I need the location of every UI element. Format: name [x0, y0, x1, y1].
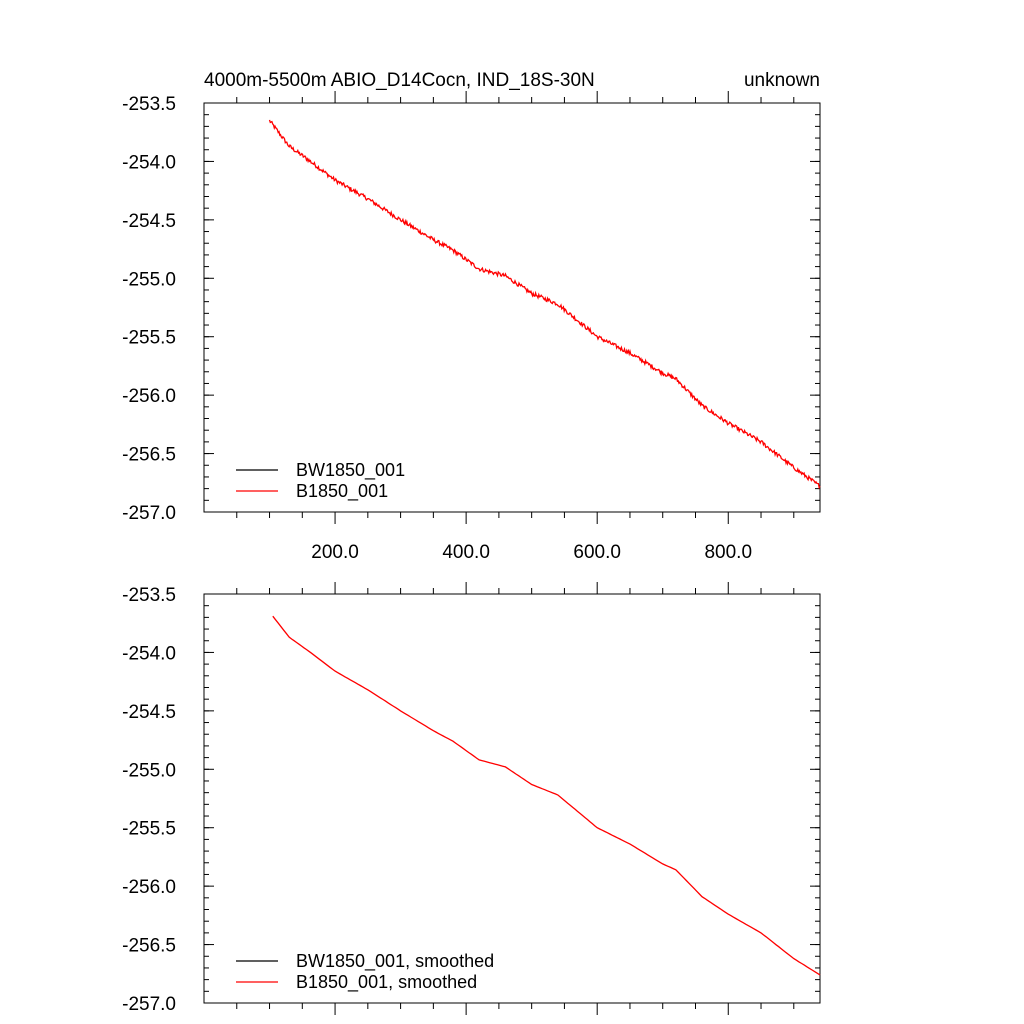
top-panel-title: 4000m-5500m ABIO_D14Cocn, IND_18S-30N — [204, 70, 595, 91]
y-tick-label: -255.0 — [122, 269, 176, 290]
top-panel-right-label: unknown — [744, 70, 820, 91]
legend-label: B1850_001 — [296, 481, 388, 502]
x-tick-label: 400.0 — [442, 542, 490, 563]
top-plot-frame — [203, 102, 821, 513]
y-tick-label: -254.0 — [122, 152, 176, 173]
top-axis-ticks — [204, 91, 820, 524]
y-tick-label: -256.5 — [122, 936, 176, 957]
y-tick-label: -257.0 — [122, 503, 176, 524]
bottom-panel: -253.5 -254.0 -254.5 -255.0 -255.5 -256.0 -256… — [122, 582, 821, 1015]
legend-label: B1850_001, smoothed — [296, 972, 477, 993]
top-axis-labels: -253.5 -254.0 -254.5 -255.0 -255.5 -256.0 -256… — [122, 94, 752, 563]
y-tick-label: -257.0 — [122, 994, 176, 1015]
bottom-axis-labels: -253.5 -254.0 -254.5 -255.0 -255.5 -256.0 -256… — [122, 585, 176, 1015]
x-tick-label: 200.0 — [311, 542, 359, 563]
bottom-plot-frame — [203, 593, 821, 1004]
top-series-lines — [268, 119, 821, 490]
bottom-axis-ticks — [204, 582, 820, 1015]
y-tick-label: -253.5 — [122, 585, 176, 606]
y-tick-label: -255.5 — [122, 819, 176, 840]
y-tick-label: -254.0 — [122, 643, 176, 664]
y-tick-label: -254.5 — [122, 211, 176, 232]
x-tick-label: 800.0 — [704, 542, 752, 563]
series-line-b1850 — [272, 615, 821, 976]
legend-label: BW1850_001, smoothed — [296, 951, 494, 972]
bottom-series-lines — [272, 615, 821, 976]
top-panel: 4000m-5500m ABIO_D14Cocn, IND_18S-30N un… — [122, 70, 821, 563]
y-tick-label: -256.5 — [122, 445, 176, 466]
legend-label: BW1850_001 — [296, 460, 405, 481]
x-tick-label: 600.0 — [573, 542, 621, 563]
series-line-b1850 — [268, 119, 821, 490]
y-tick-label: -255.5 — [122, 328, 176, 349]
y-tick-label: -253.5 — [122, 94, 176, 115]
y-tick-label: -255.0 — [122, 760, 176, 781]
y-tick-label: -256.0 — [122, 386, 176, 407]
y-tick-label: -256.0 — [122, 877, 176, 898]
y-tick-label: -254.5 — [122, 702, 176, 723]
